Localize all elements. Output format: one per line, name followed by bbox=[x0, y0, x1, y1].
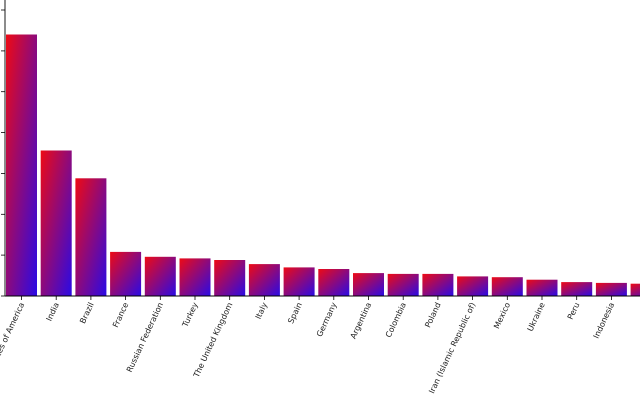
x-tick-label: Ukraine bbox=[526, 301, 547, 333]
x-tick-label: Argentina bbox=[349, 301, 374, 340]
x-tick-label: Germany bbox=[315, 301, 339, 338]
bar bbox=[40, 150, 72, 296]
bar bbox=[630, 283, 640, 296]
x-tick-label: Indonesia bbox=[592, 301, 617, 340]
x-tick-label: Peru bbox=[566, 301, 582, 321]
bar bbox=[387, 273, 419, 296]
x-tick-label: Russian Federation bbox=[125, 301, 165, 374]
bar bbox=[110, 251, 142, 296]
bar bbox=[353, 273, 384, 296]
bar bbox=[283, 267, 315, 296]
x-tick-labels: United States of America India Brazil Franc… bbox=[0, 296, 617, 395]
bar bbox=[561, 282, 593, 296]
x-tick-label: France bbox=[111, 301, 130, 329]
y-axis bbox=[1, 0, 6, 297]
bar bbox=[491, 277, 523, 296]
x-tick-label: Turkey bbox=[180, 301, 200, 330]
bar bbox=[422, 273, 454, 296]
x-tick-label: The United Kingdom bbox=[191, 301, 234, 380]
bar bbox=[75, 178, 107, 296]
x-tick-label: Poland bbox=[423, 301, 442, 329]
bar bbox=[144, 256, 176, 296]
x-tick-label: Mexico bbox=[492, 301, 512, 330]
x-tick-label: Colombia bbox=[384, 301, 408, 339]
bar bbox=[248, 264, 280, 296]
x-tick-label: Spain bbox=[286, 301, 304, 325]
x-tick-label: Italy bbox=[254, 301, 270, 321]
x-tick-label: Brazil bbox=[78, 301, 96, 325]
x-tick-label: India bbox=[45, 301, 61, 323]
bar bbox=[214, 260, 246, 296]
bars-group bbox=[6, 34, 640, 296]
bar bbox=[595, 282, 627, 296]
bar bbox=[318, 269, 350, 296]
bar bbox=[526, 279, 558, 296]
bar bbox=[179, 258, 211, 296]
bar bbox=[457, 276, 489, 296]
bar bbox=[6, 34, 37, 296]
x-tick-label: United States of America bbox=[0, 301, 26, 395]
